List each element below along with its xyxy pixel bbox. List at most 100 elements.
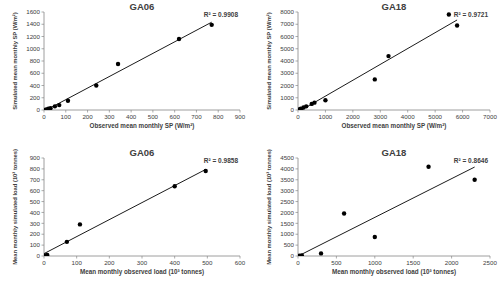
- y-tick: [296, 245, 299, 246]
- title: GA18: [382, 1, 407, 12]
- y-tick: [296, 48, 299, 49]
- y-tick-label: 8000: [280, 8, 294, 15]
- y-tick-label: 600: [30, 187, 41, 194]
- y-tick-label: 1500: [280, 220, 294, 227]
- x-tick-label: 100: [72, 259, 83, 266]
- point: [45, 253, 49, 256]
- x-tick-label: 3000: [373, 113, 387, 120]
- x-tick-label: 0: [296, 259, 300, 266]
- y-tick-label: 5000: [280, 45, 294, 52]
- plot-marks: [298, 12, 459, 110]
- x-tick-label: 1500: [406, 259, 420, 266]
- panel: 0100020003000400050006000700001000200030…: [266, 1, 497, 130]
- y-tick-label: 1200: [26, 33, 40, 40]
- point: [386, 54, 390, 58]
- point: [373, 77, 377, 81]
- y-tick: [296, 61, 299, 62]
- y-tick: [296, 234, 299, 235]
- point: [204, 169, 208, 173]
- y-tick-label: 0: [37, 252, 41, 259]
- x-tick-label: 100: [61, 113, 72, 120]
- x-axis: [298, 110, 490, 111]
- point: [304, 104, 308, 108]
- y-tick-label: 3000: [280, 187, 294, 194]
- y-tick: [296, 190, 299, 191]
- y-tick-label: 4000: [280, 57, 294, 64]
- x-tick-label: 600: [235, 259, 246, 266]
- annotation: R² = 0.9858: [204, 157, 239, 164]
- plot-marks: [44, 22, 214, 110]
- y-tick: [296, 110, 299, 111]
- y-tick-label: 2500: [280, 198, 294, 205]
- x-tick-label: 900: [235, 113, 246, 120]
- x-tick-label: 2500: [483, 259, 497, 266]
- trendline: [298, 20, 457, 110]
- y-tick-label: 4000: [280, 165, 294, 172]
- y-axis: [298, 158, 299, 256]
- y-tick: [42, 190, 45, 191]
- x-tick-label: 4000: [401, 113, 415, 120]
- point: [53, 104, 57, 108]
- x-axis: [44, 110, 240, 111]
- y-tick-label: 400: [30, 82, 41, 89]
- y-tick: [42, 168, 45, 169]
- plot-marks: [298, 165, 477, 256]
- point: [57, 103, 61, 107]
- y-tick: [296, 256, 299, 257]
- panel: 0500100015002000250005001000150020002500…: [266, 147, 497, 276]
- point: [342, 211, 346, 215]
- x-tick-label: 400: [126, 113, 137, 120]
- y-axis-title: Simulated mean monthly SP (W/m²): [266, 12, 272, 110]
- y-tick: [296, 24, 299, 25]
- x-tick-label: 300: [104, 113, 115, 120]
- y-axis: [44, 158, 45, 256]
- y-tick: [296, 97, 299, 98]
- y-tick-label: 0: [37, 106, 41, 113]
- y-tick: [296, 212, 299, 213]
- y-tick: [296, 223, 299, 224]
- y-tick: [296, 158, 299, 159]
- trendline: [298, 167, 475, 256]
- point: [65, 240, 69, 244]
- y-tick-label: 800: [30, 165, 41, 172]
- point: [323, 98, 327, 102]
- y-tick: [42, 48, 45, 49]
- x-tick-label: 400: [170, 259, 181, 266]
- y-tick: [42, 201, 45, 202]
- y-tick: [42, 110, 45, 111]
- y-tick-label: 900: [30, 154, 41, 161]
- point: [66, 99, 70, 103]
- plot-marks: [44, 169, 208, 256]
- x-tick-label: 500: [331, 259, 342, 266]
- y-tick-label: 1000: [26, 45, 40, 52]
- x-tick-label: 200: [104, 259, 115, 266]
- x-tick-label: 2000: [445, 259, 459, 266]
- y-tick-label: 1000: [280, 230, 294, 237]
- title: GA18: [382, 147, 407, 158]
- point: [177, 37, 181, 41]
- x-tick-label: 1000: [319, 113, 333, 120]
- y-tick-label: 0: [291, 252, 295, 259]
- point: [48, 106, 52, 110]
- y-tick: [296, 168, 299, 169]
- x-tick-label: 2000: [346, 113, 360, 120]
- y-tick: [296, 12, 299, 13]
- x-tick-label: 7000: [483, 113, 497, 120]
- y-tick: [42, 223, 45, 224]
- y-tick-label: 7000: [280, 20, 294, 27]
- trendline: [44, 169, 206, 253]
- y-axis-title: Mean monthly simulated load (10³ tonnes): [12, 149, 18, 265]
- y-tick: [42, 85, 45, 86]
- title: GA06: [130, 147, 155, 158]
- y-tick: [42, 73, 45, 74]
- y-tick: [296, 179, 299, 180]
- point: [472, 178, 476, 182]
- y-tick-label: 800: [30, 57, 41, 64]
- x-tick-label: 5000: [428, 113, 442, 120]
- point: [172, 184, 176, 188]
- title: GA06: [130, 1, 155, 12]
- panel: 0100200300400500600010020030040050060070…: [12, 147, 246, 276]
- y-tick-label: 200: [30, 230, 41, 237]
- y-tick-label: 400: [30, 209, 41, 216]
- point: [209, 23, 213, 27]
